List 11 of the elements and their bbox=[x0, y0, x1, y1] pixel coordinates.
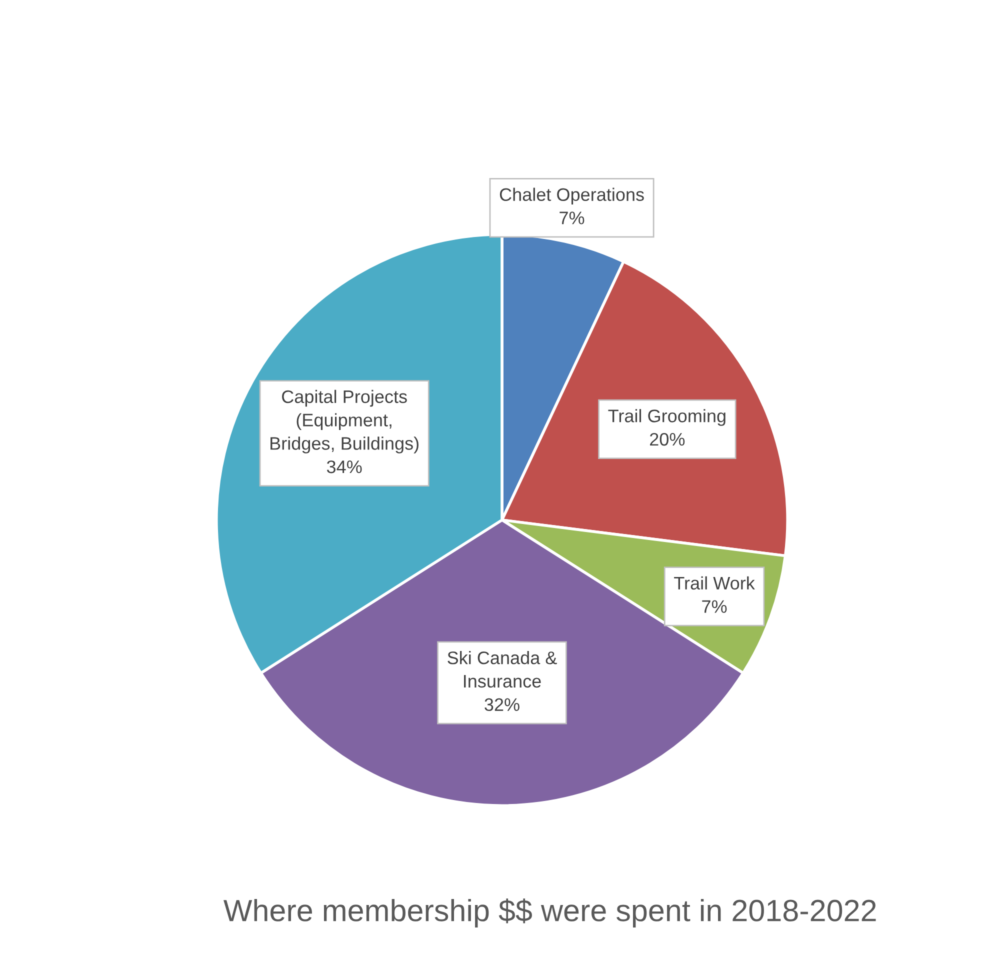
data-label: 34% bbox=[326, 460, 362, 474]
data-label: 7% bbox=[702, 600, 727, 613]
data-label: 7% bbox=[560, 212, 584, 224]
slice-label: Chalet Operations bbox=[500, 188, 644, 205]
slice-label: Trail Grooming bbox=[608, 409, 726, 426]
slice-label: Trail Work bbox=[674, 576, 755, 590]
data-label: 32% bbox=[484, 698, 520, 712]
slice-label: Ski Canada & Insurance bbox=[448, 651, 557, 688]
data-label: 20% bbox=[650, 432, 685, 446]
slice-label: Capital Projects (Equipment, Bridges, Buildings) bbox=[270, 390, 418, 454]
text: Where membership $$ were spent in 2018-2022 bbox=[224, 898, 876, 928]
